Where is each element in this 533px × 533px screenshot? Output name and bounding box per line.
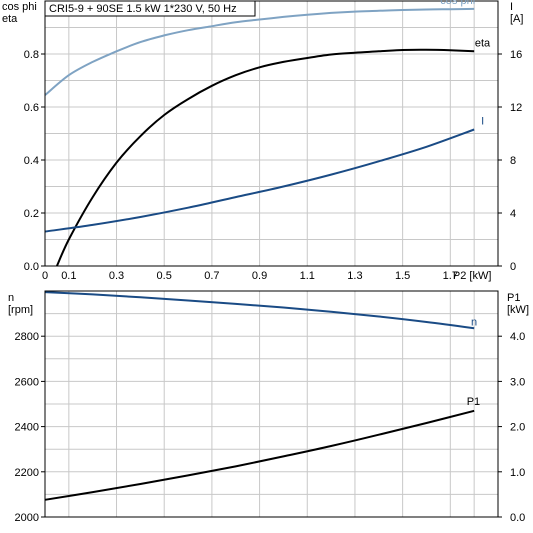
series-label-cos-phi: cos phi xyxy=(440,0,475,7)
series-label-I: I xyxy=(481,116,484,128)
y-right-axis-title: P1 xyxy=(507,292,520,304)
x-tick-label: 1.3 xyxy=(347,270,362,282)
y-left-tick-label: 0.2 xyxy=(24,208,39,220)
y-right-tick-label: 1.0 xyxy=(510,467,525,479)
y-right-axis-title: I xyxy=(510,1,513,13)
y-right-tick-label: 4 xyxy=(510,208,516,220)
series-line-P1 xyxy=(44,409,475,501)
series-line-n xyxy=(44,291,475,330)
x-tick-label: 0.3 xyxy=(109,270,124,282)
y-left-tick-label: 0.8 xyxy=(24,49,39,61)
y-left-axis-title: [rpm] xyxy=(8,304,33,316)
series-line-cos-phi xyxy=(44,7,475,96)
series-line-I xyxy=(44,128,475,233)
y-right-tick-label: 2.0 xyxy=(510,422,525,434)
series-line-eta xyxy=(55,48,475,267)
y-right-axis-title: [A] xyxy=(510,13,523,25)
y-left-axis-title: cos phi xyxy=(2,1,37,13)
series-label-P1: P1 xyxy=(467,396,480,408)
x-axis-title: P2 [kW] xyxy=(453,270,492,282)
y-right-tick-label: 3.0 xyxy=(510,376,525,388)
x-tick-label: 0.5 xyxy=(157,270,172,282)
y-left-tick-label: 0.4 xyxy=(24,155,39,167)
y-right-tick-label: 16 xyxy=(510,49,522,61)
frames-layer xyxy=(41,0,502,518)
y-left-axis-title: eta xyxy=(2,13,18,25)
y-right-tick-label: 4.0 xyxy=(510,331,525,343)
series-label-n: n xyxy=(471,316,477,328)
x-tick-label: 0.7 xyxy=(204,270,219,282)
x-tick-label: 0.1 xyxy=(61,270,76,282)
y-left-tick-label: 2400 xyxy=(15,422,39,434)
x-tick-label: 0 xyxy=(42,270,48,282)
y-right-axis-title: [kW] xyxy=(507,304,529,316)
curves-layer xyxy=(44,7,475,501)
grid-layer xyxy=(45,1,498,517)
plot-frame xyxy=(44,290,499,518)
title-box xyxy=(44,0,256,17)
y-right-tick-label: 0 xyxy=(510,261,516,273)
plot-frame xyxy=(44,0,499,267)
y-left-tick-label: 2200 xyxy=(15,467,39,479)
y-right-tick-label: 8 xyxy=(510,155,516,167)
y-right-tick-label: 0.0 xyxy=(510,512,525,524)
x-tick-label: 1.5 xyxy=(395,270,410,282)
x-tick-label: 1.7 xyxy=(443,270,458,282)
y-left-tick-label: 2800 xyxy=(15,331,39,343)
y-right-tick-label: 12 xyxy=(510,102,522,114)
y-left-axis-title: n xyxy=(8,292,14,304)
y-left-tick-label: 2000 xyxy=(15,512,39,524)
series-label-eta: eta xyxy=(475,37,491,49)
chart-title: CRI5-9 + 90SE 1.5 kW 1*230 V, 50 Hz xyxy=(49,3,237,15)
x-tick-label: 0.9 xyxy=(252,270,267,282)
y-left-tick-label: 0.6 xyxy=(24,102,39,114)
y-left-tick-label: 2600 xyxy=(15,376,39,388)
y-left-tick-label: 0.0 xyxy=(24,261,39,273)
x-tick-label: 1.1 xyxy=(300,270,315,282)
